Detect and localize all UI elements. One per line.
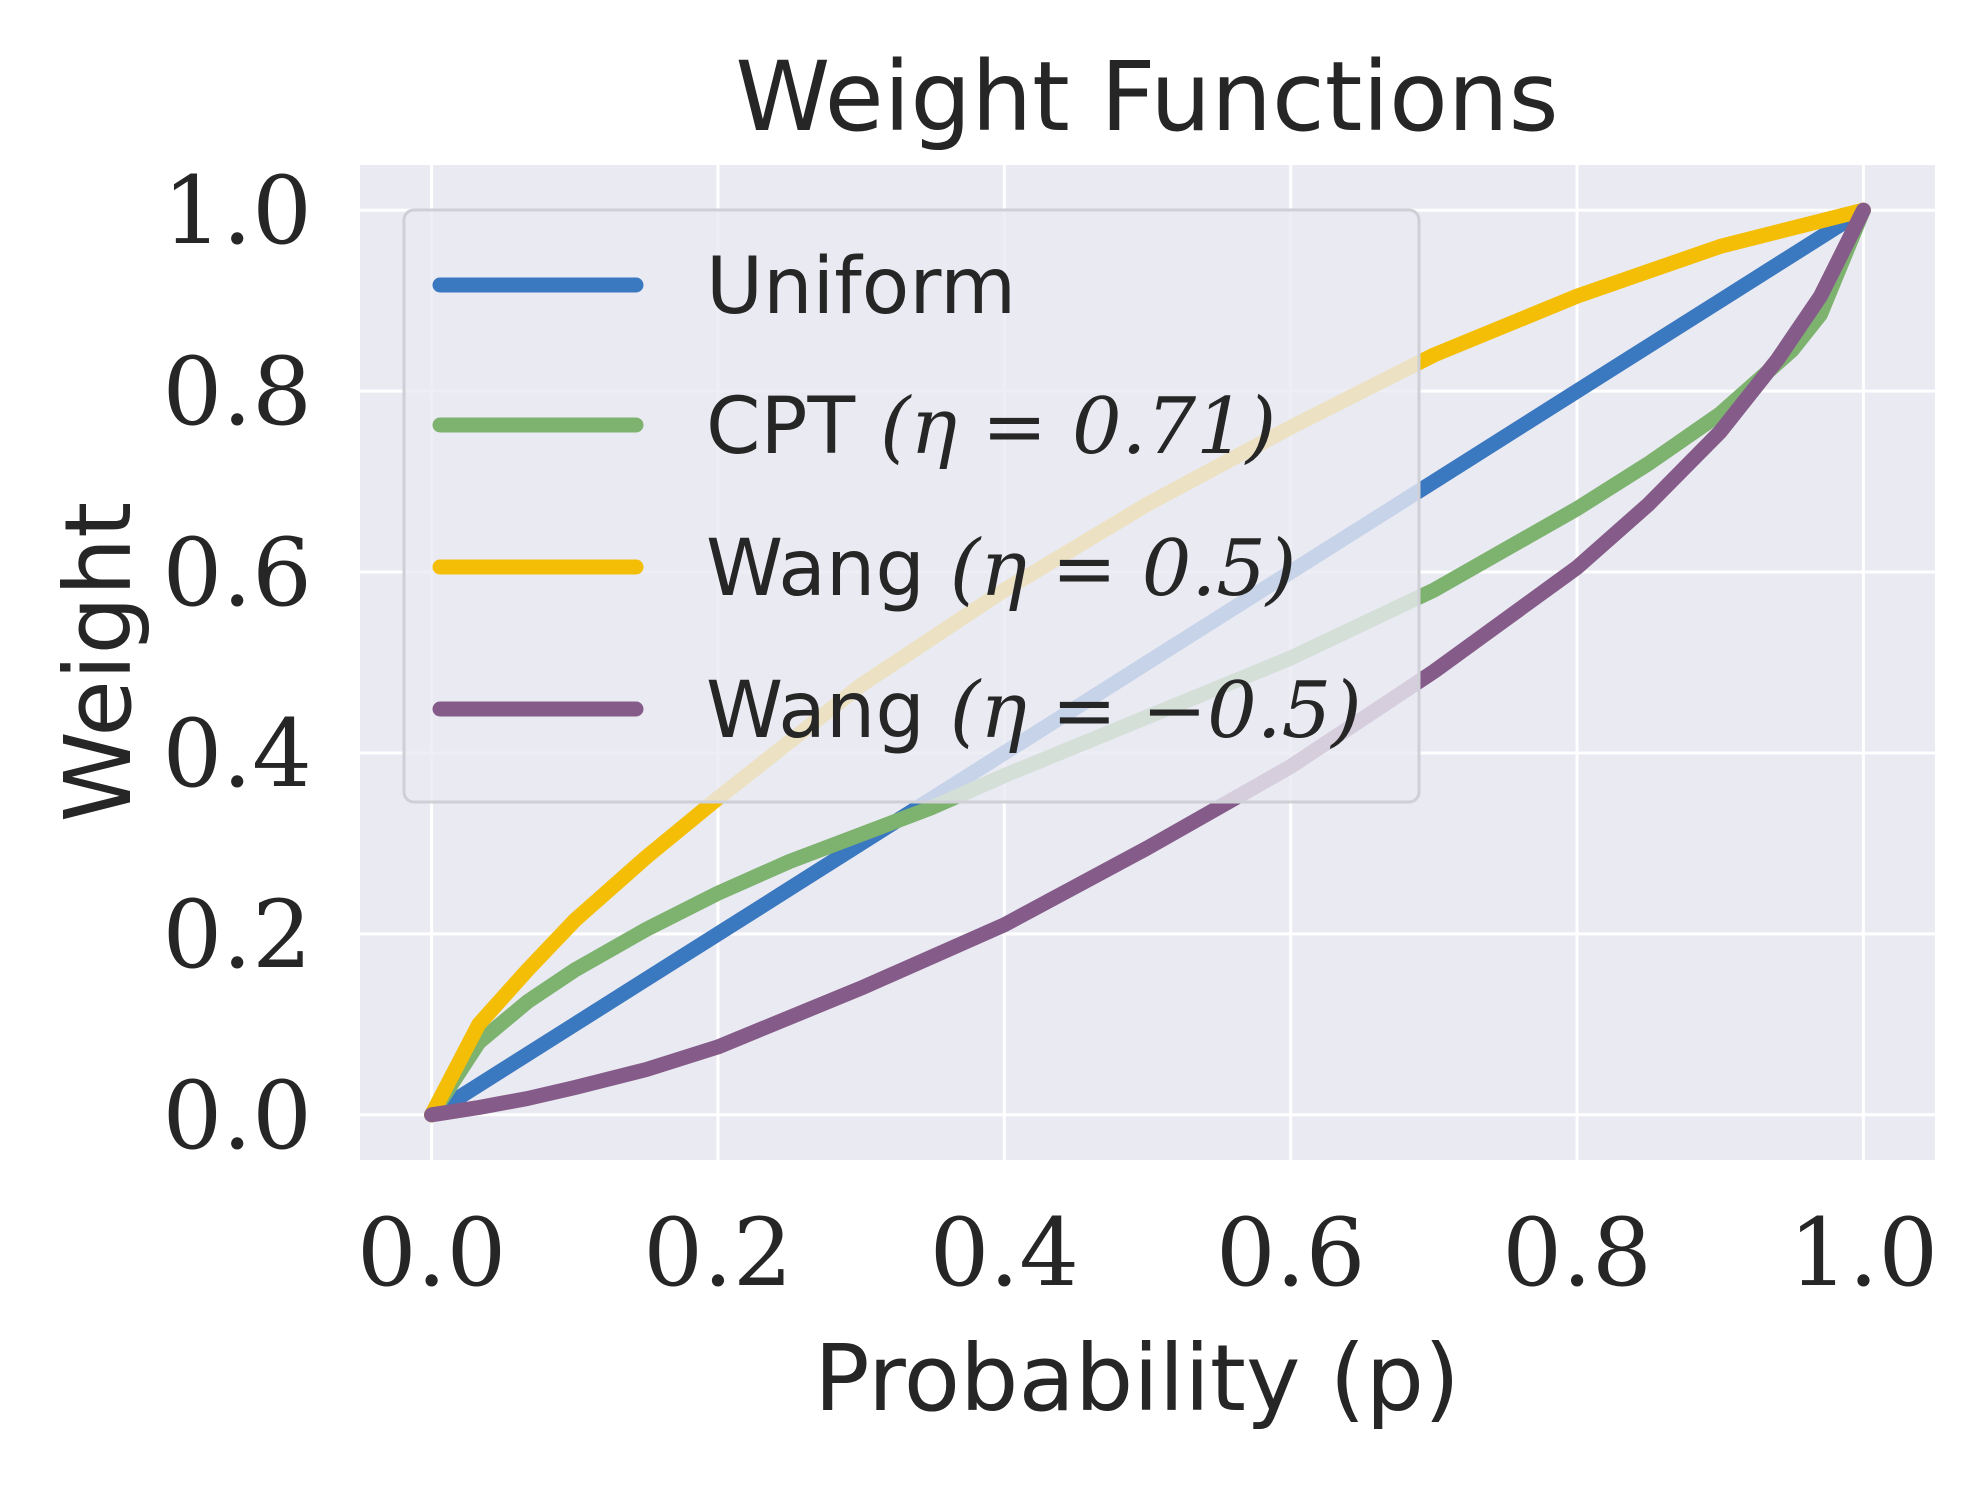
y-axis-label: Weight	[45, 502, 152, 823]
y-tick-label-0: 0.0	[163, 1062, 313, 1171]
chart-title: Weight Functions	[735, 41, 1558, 153]
y-tick-label-2: 0.4	[163, 700, 313, 809]
x-tick-label-0: 0.0	[357, 1199, 507, 1308]
legend-box	[402, 208, 1421, 804]
x-axis-label: Probability (p)	[814, 1325, 1460, 1432]
legend-label-2: Wang (η = 0.5)	[706, 524, 1296, 614]
x-tick-label-1: 0.2	[643, 1199, 793, 1308]
y-tick-label-4: 0.8	[163, 338, 313, 447]
legend-label-3: Wang (η = −0.5)	[706, 666, 1362, 756]
tick-labels: 0.0 0.2 0.4 0.6 0.8 1.0 0.0 0.2 0.4 0.6 0.8 1.0	[163, 157, 1939, 1308]
x-tick-label-2: 0.4	[930, 1199, 1080, 1308]
series-line-wang-0-5	[424, 202, 1871, 1123]
x-tick-label-3: 0.6	[1216, 1199, 1366, 1308]
y-tick-label-5: 1.0	[163, 157, 313, 266]
y-tick-label-1: 0.2	[163, 881, 313, 990]
legend-label-1: CPT (η = 0.71)	[706, 382, 1276, 472]
x-tick-label-4: 0.8	[1502, 1199, 1652, 1308]
y-tick-label-3: 0.6	[163, 519, 313, 628]
x-tick-label-5: 1.0	[1789, 1199, 1939, 1308]
legend-label-0: Uniform	[706, 242, 1016, 332]
legend: Uniform CPT (η = 0.71) Wang (η = 0.5) Wang …	[402, 208, 1421, 804]
